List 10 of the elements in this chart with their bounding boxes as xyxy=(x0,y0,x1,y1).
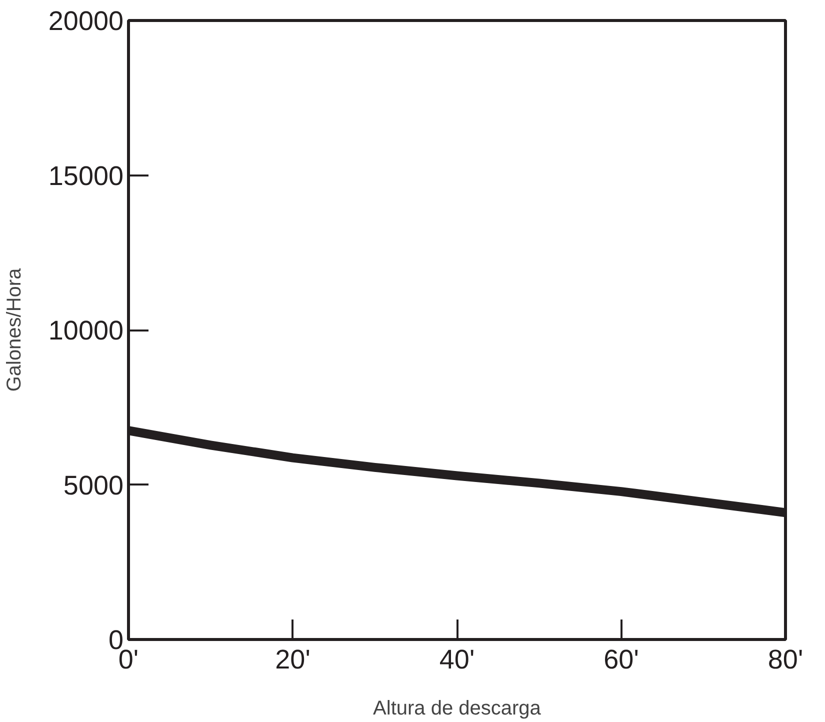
y-tick-label: 15000 xyxy=(48,160,124,191)
y-tick-label: 20000 xyxy=(48,6,124,36)
y-axis-title: Galones/Hora xyxy=(3,267,26,392)
y-tick-label: 10000 xyxy=(48,316,124,346)
x-tick-label: 20' xyxy=(275,644,310,674)
x-tick-label: 60' xyxy=(604,644,639,674)
y-tick-label: 5000 xyxy=(63,470,124,500)
x-axis-title: Altura de descarga xyxy=(373,698,542,720)
x-tick-label: 80' xyxy=(768,644,804,674)
x-tick-label: 40' xyxy=(439,644,475,674)
